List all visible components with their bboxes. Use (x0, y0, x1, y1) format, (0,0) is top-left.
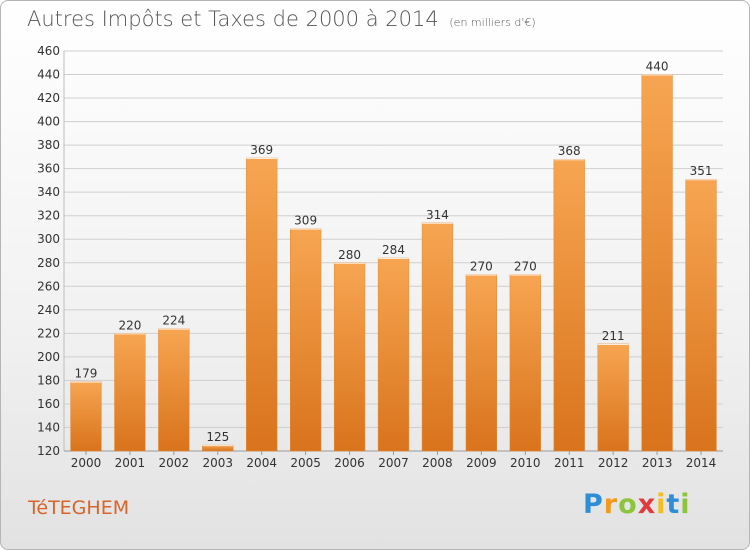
y-tick-label: 260 (37, 279, 60, 293)
value-label: 440 (646, 60, 669, 74)
value-label: 284 (382, 243, 405, 257)
value-label: 369 (250, 143, 273, 157)
y-tick-label: 400 (37, 115, 60, 129)
bar-2012 (597, 343, 629, 452)
x-tick-label: 2001 (115, 456, 146, 470)
x-tick-label: 2009 (466, 456, 497, 470)
logo-letter: i (680, 489, 691, 520)
bar-2008 (421, 222, 454, 452)
bar-layer (70, 74, 717, 452)
value-label: 314 (426, 208, 449, 222)
y-tick-label: 240 (37, 303, 60, 317)
bar-2002 (158, 328, 190, 452)
value-label: 270 (470, 260, 493, 274)
y-tick-label: 140 (37, 420, 60, 434)
y-tick-label: 160 (37, 397, 60, 411)
value-label: 220 (118, 318, 141, 332)
x-tick-label: 2007 (378, 456, 409, 470)
logo-letter: r (603, 489, 619, 520)
value-label: 368 (558, 144, 581, 158)
label-layer: 120 140 160 180 200 220 240 260 280 300 320 340 360 3… (37, 44, 716, 470)
y-tick-label: 300 (37, 232, 60, 246)
y-tick-label: 120 (37, 444, 60, 458)
y-tick-label: 380 (37, 138, 60, 152)
logo-letter: t (666, 489, 681, 520)
y-tick-label: 220 (37, 326, 60, 340)
value-label: 224 (162, 314, 185, 328)
x-tick-label: 2014 (686, 456, 717, 470)
bar-2014 (685, 178, 717, 452)
chart-title: Autres Impôts et Taxes de 2000 à 2014 (e… (27, 7, 536, 31)
y-tick-label: 440 (37, 68, 60, 82)
x-tick-label: 2005 (290, 456, 321, 470)
logo-letter: x (637, 489, 657, 520)
value-label: 179 (75, 367, 98, 381)
y-tick-label: 200 (37, 350, 60, 364)
bar-2013 (641, 74, 673, 452)
x-tick-label: 2004 (246, 456, 277, 470)
value-label: 125 (206, 430, 229, 444)
y-tick-label: 460 (37, 44, 60, 58)
y-tick-label: 340 (37, 185, 60, 199)
bar-2001 (114, 333, 146, 452)
x-tick-label: 2012 (598, 456, 629, 470)
x-tick-label: 2002 (159, 456, 190, 470)
x-tick-label: 2008 (422, 456, 453, 470)
y-tick-label: 320 (37, 209, 60, 223)
logo-letter: i (656, 489, 667, 520)
bar-2004 (246, 157, 278, 452)
bar-2011 (553, 158, 585, 452)
x-tick-label: 2013 (642, 456, 673, 470)
y-tick-label: 420 (37, 91, 60, 105)
value-label: 211 (602, 329, 625, 343)
value-label: 280 (338, 248, 361, 262)
bar-2005 (290, 228, 322, 452)
y-tick-label: 360 (37, 162, 60, 176)
x-tick-label: 2003 (202, 456, 233, 470)
value-label: 270 (514, 260, 537, 274)
x-tick-label: 2010 (510, 456, 541, 470)
value-label: 309 (294, 214, 317, 228)
bar-2006 (333, 262, 366, 452)
chart-title-text: Autres Impôts et Taxes de 2000 à 2014 (27, 7, 439, 31)
x-tick-label: 2006 (334, 456, 365, 470)
value-label: 351 (690, 164, 713, 178)
x-tick-label: 2011 (554, 456, 585, 470)
logo-letter: o (618, 489, 638, 520)
bar-2000 (70, 381, 102, 452)
bar-2010 (509, 274, 541, 452)
y-tick-label: 280 (37, 256, 60, 270)
proxiti-logo[interactable]: Proxiti (583, 489, 691, 520)
logo-letter: P (583, 489, 604, 520)
bar-2007 (377, 257, 410, 452)
y-tick-label: 180 (37, 373, 60, 387)
chart-unit-note: (en milliers d'€) (449, 16, 536, 29)
bar-2009 (465, 274, 497, 452)
x-tick-label: 2000 (71, 456, 102, 470)
commune-name: TéTEGHEM (28, 497, 130, 519)
